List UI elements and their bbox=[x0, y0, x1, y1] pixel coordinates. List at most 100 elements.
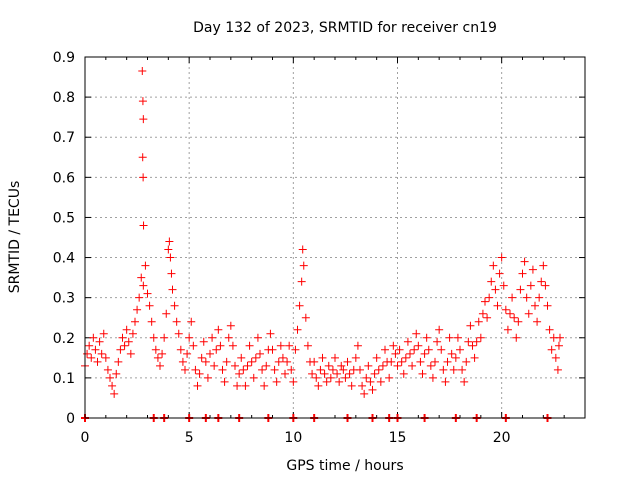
data-point bbox=[237, 353, 246, 362]
data-point bbox=[243, 361, 252, 370]
data-point bbox=[101, 353, 110, 362]
data-point bbox=[481, 297, 489, 306]
data-point bbox=[164, 245, 173, 254]
data-point bbox=[199, 337, 208, 346]
data-point bbox=[120, 341, 129, 350]
data-point bbox=[226, 321, 235, 330]
data-point bbox=[368, 385, 377, 394]
data-point bbox=[422, 333, 431, 342]
data-point bbox=[251, 353, 260, 362]
data-point bbox=[139, 173, 148, 182]
data-point bbox=[318, 353, 327, 362]
data-point bbox=[462, 357, 471, 366]
x-tick-label: 10 bbox=[284, 430, 302, 446]
data-point bbox=[489, 261, 498, 270]
y-tick-label: 0.2 bbox=[53, 331, 75, 347]
data-point bbox=[183, 349, 192, 358]
data-point bbox=[301, 313, 310, 322]
data-point bbox=[124, 337, 133, 346]
data-point bbox=[203, 373, 212, 382]
data-point bbox=[112, 369, 121, 378]
data-point bbox=[508, 293, 517, 302]
data-point bbox=[308, 369, 317, 378]
data-point bbox=[137, 273, 146, 282]
data-point bbox=[201, 357, 210, 366]
data-point bbox=[138, 97, 147, 106]
data-point bbox=[299, 261, 308, 270]
data-point bbox=[556, 333, 564, 342]
data-point bbox=[356, 365, 364, 374]
y-axis-label: SRMTID / TECUs bbox=[7, 181, 23, 294]
data-point bbox=[376, 377, 385, 386]
data-points bbox=[81, 67, 564, 398]
data-point bbox=[453, 333, 462, 342]
data-point bbox=[187, 317, 196, 326]
data-point bbox=[283, 357, 292, 366]
data-point bbox=[395, 345, 404, 354]
data-point bbox=[497, 253, 506, 262]
data-point bbox=[224, 333, 233, 342]
data-point bbox=[410, 345, 419, 354]
data-point bbox=[378, 361, 387, 370]
data-point bbox=[495, 269, 504, 278]
data-point bbox=[464, 337, 473, 346]
y-tick-label: 0.1 bbox=[53, 371, 75, 387]
data-point bbox=[351, 353, 360, 362]
data-point bbox=[274, 357, 283, 366]
data-point bbox=[526, 281, 535, 290]
data-point bbox=[341, 373, 350, 382]
data-point bbox=[85, 341, 94, 350]
data-point bbox=[362, 373, 371, 382]
data-point bbox=[364, 361, 373, 370]
data-point bbox=[554, 341, 563, 350]
data-point bbox=[210, 361, 219, 370]
data-point bbox=[445, 333, 454, 342]
data-point bbox=[135, 293, 144, 302]
data-point bbox=[314, 381, 323, 390]
data-point bbox=[360, 389, 369, 398]
data-point bbox=[297, 277, 306, 286]
plot-frame bbox=[84, 56, 586, 419]
data-point bbox=[389, 341, 398, 350]
data-point bbox=[118, 333, 127, 342]
data-point bbox=[553, 365, 562, 374]
data-point bbox=[545, 325, 554, 334]
data-point bbox=[414, 341, 423, 350]
data-point bbox=[285, 341, 294, 350]
chart-title: Day 132 of 2023, SRMTID for receiver cn1… bbox=[193, 20, 497, 36]
data-point bbox=[93, 357, 102, 366]
data-point bbox=[353, 341, 362, 350]
data-point bbox=[522, 293, 531, 302]
data-point bbox=[531, 301, 539, 310]
data-point bbox=[228, 341, 237, 350]
data-point bbox=[474, 317, 483, 326]
x-tick-label: 15 bbox=[389, 430, 407, 446]
data-point bbox=[441, 377, 450, 386]
data-point bbox=[168, 285, 177, 294]
data-point bbox=[278, 353, 287, 362]
data-point bbox=[393, 361, 402, 370]
data-point bbox=[310, 357, 319, 366]
data-point bbox=[443, 357, 452, 366]
data-point bbox=[391, 349, 400, 358]
data-point bbox=[478, 309, 487, 318]
y-tick-label: 0.5 bbox=[53, 210, 75, 226]
y-tick-label: 0.6 bbox=[53, 170, 75, 186]
data-point bbox=[235, 369, 244, 378]
data-point bbox=[339, 365, 348, 374]
data-point bbox=[458, 365, 467, 374]
data-point bbox=[435, 325, 444, 334]
data-point bbox=[506, 309, 514, 318]
data-point bbox=[370, 369, 379, 378]
data-point bbox=[472, 337, 481, 346]
data-point bbox=[387, 357, 396, 366]
data-point bbox=[418, 369, 427, 378]
data-point bbox=[520, 257, 529, 266]
data-point bbox=[499, 281, 508, 290]
data-point bbox=[122, 325, 131, 334]
data-point bbox=[245, 341, 254, 350]
data-point bbox=[172, 317, 181, 326]
y-tick-label: 0.9 bbox=[53, 50, 75, 66]
